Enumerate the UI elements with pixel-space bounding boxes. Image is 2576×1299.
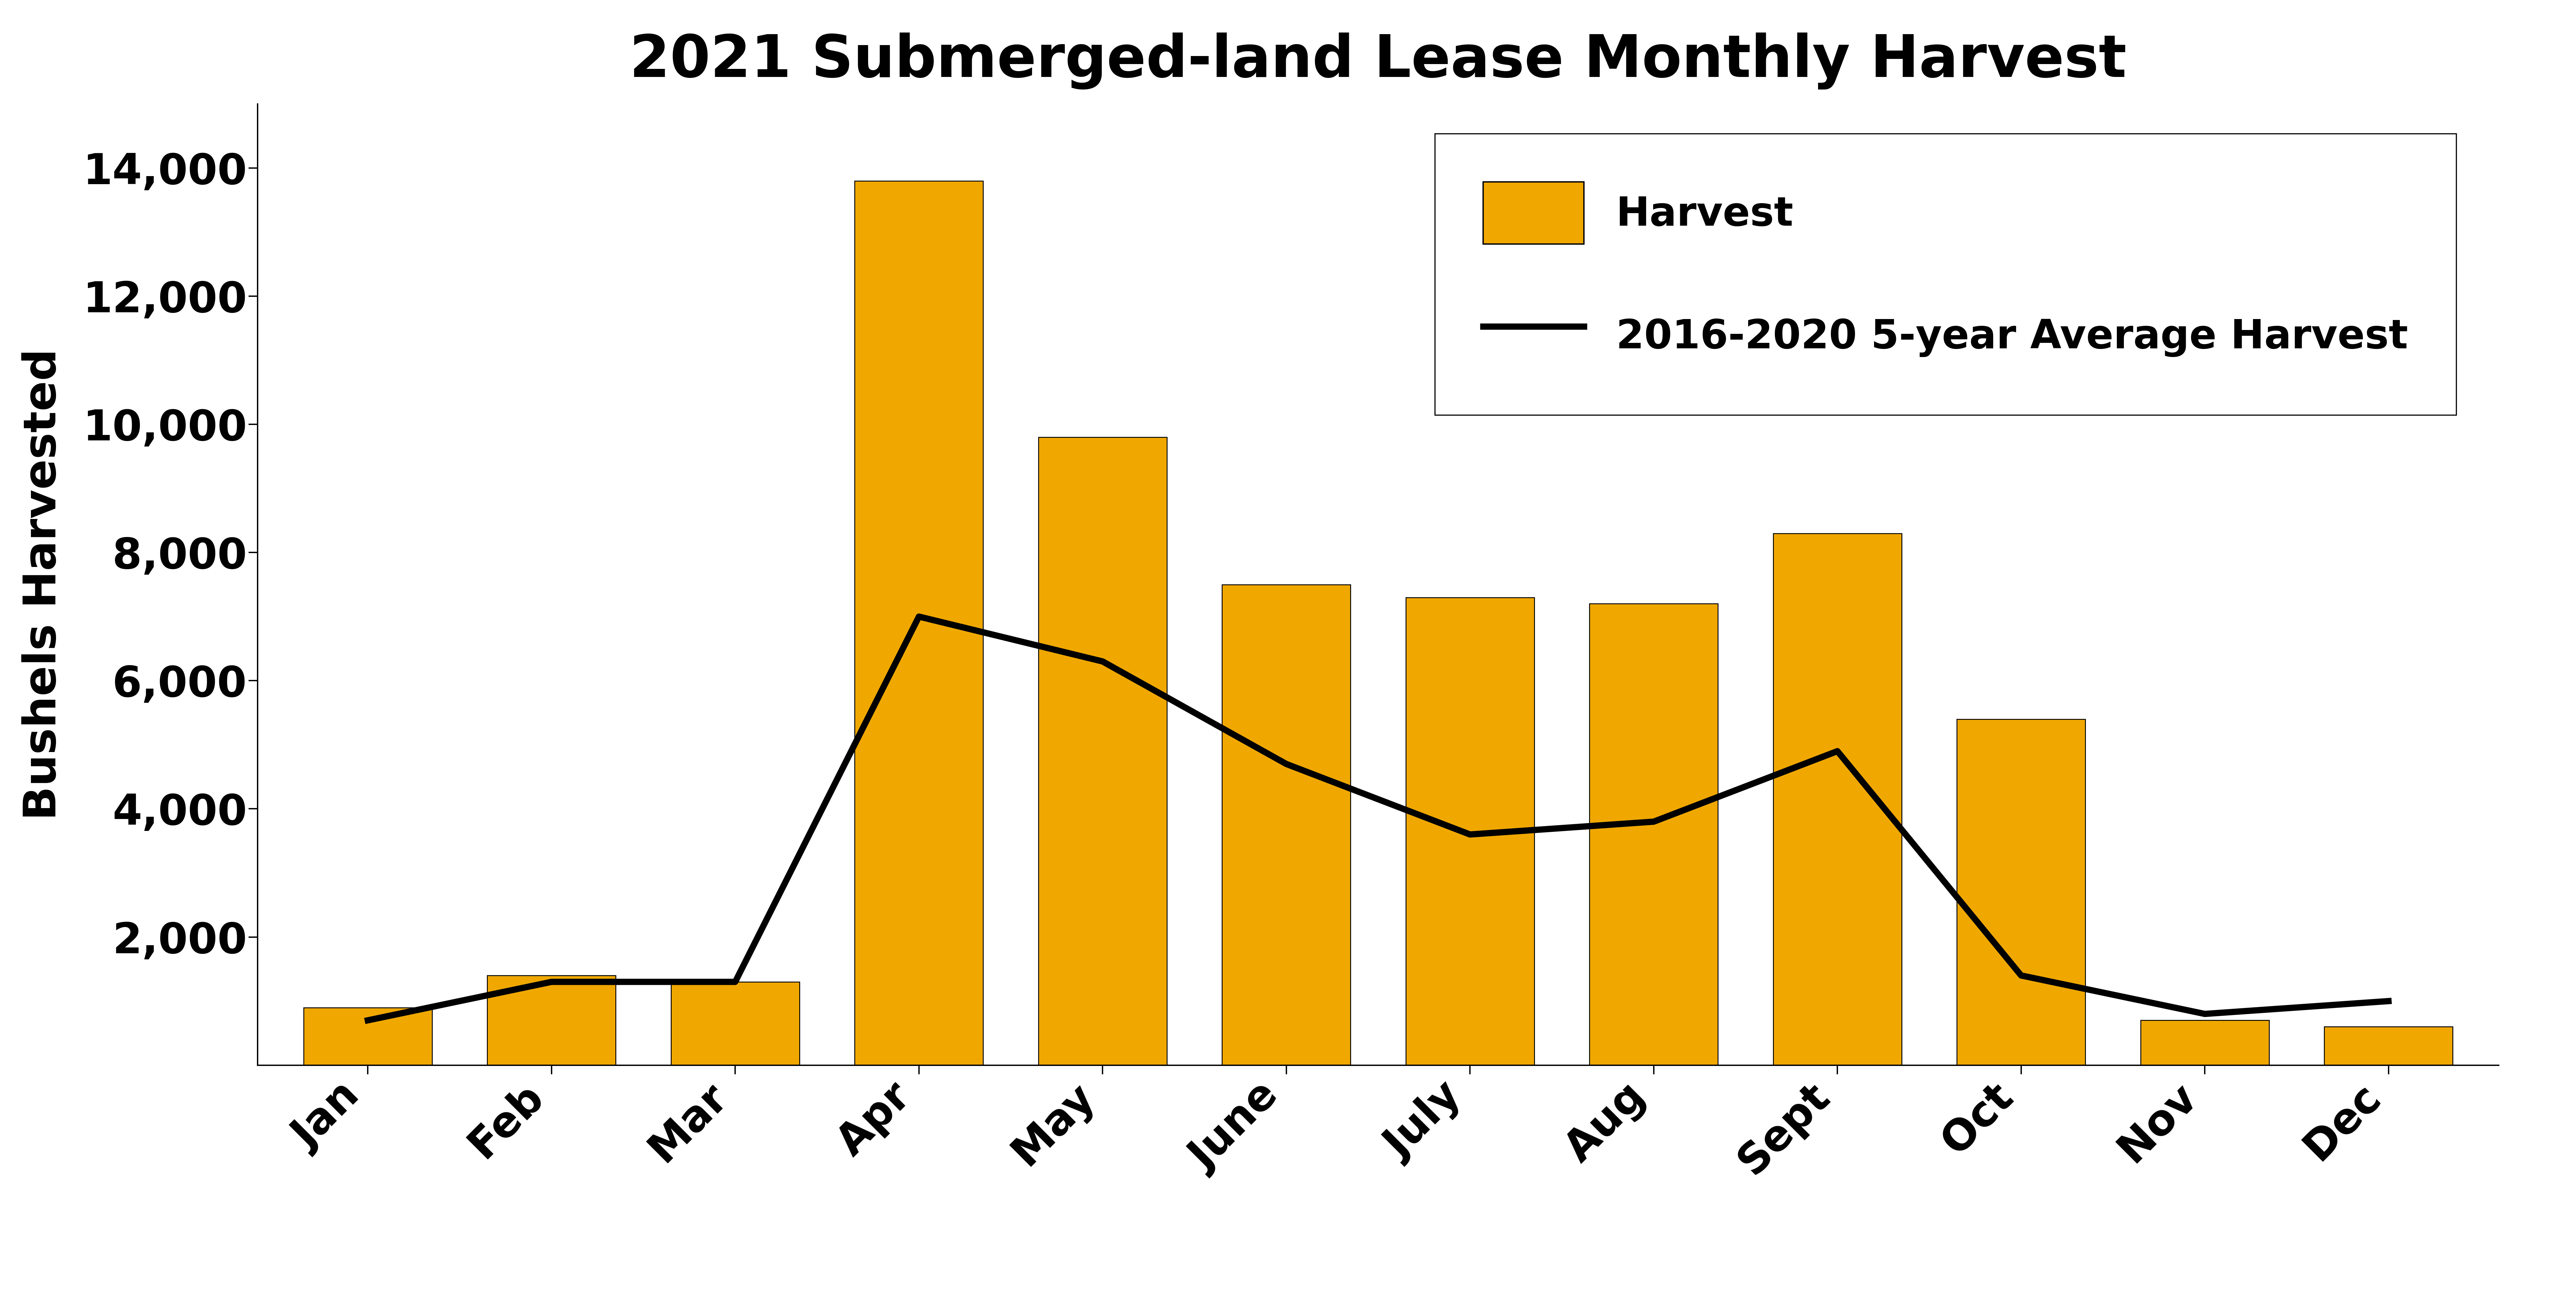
Bar — [304, 1008, 433, 1065]
Bar — [1958, 720, 2087, 1065]
Bar — [487, 976, 616, 1065]
Bar — [1221, 585, 1350, 1065]
Bar — [1772, 534, 1901, 1065]
Bar — [1406, 598, 1535, 1065]
Y-axis label: Bushels Harvested: Bushels Harvested — [21, 348, 64, 821]
Title: 2021 Submerged-land Lease Monthly Harvest: 2021 Submerged-land Lease Monthly Harves… — [629, 32, 2128, 90]
Legend: Harvest, 2016-2020 5-year Average Harvest: Harvest, 2016-2020 5-year Average Harves… — [1435, 134, 2455, 414]
Bar — [670, 982, 799, 1065]
Bar — [1038, 438, 1167, 1065]
Bar — [855, 181, 984, 1065]
Bar — [2324, 1026, 2452, 1065]
Bar — [1589, 604, 1718, 1065]
Bar — [2141, 1020, 2269, 1065]
